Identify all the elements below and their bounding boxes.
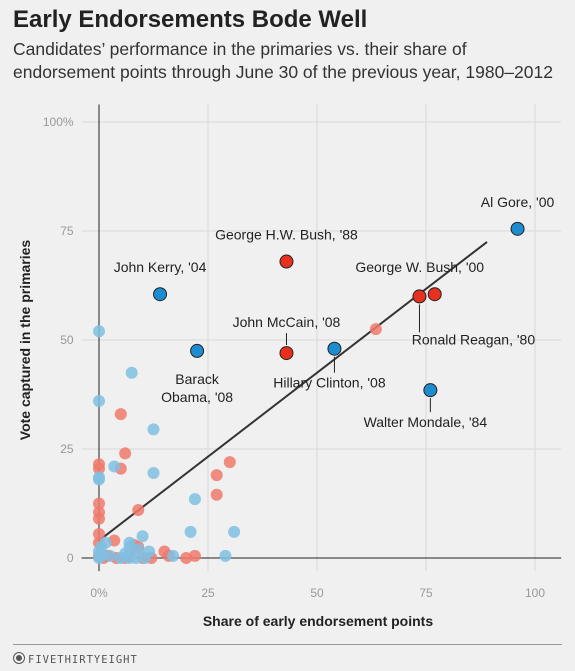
democrat-point — [219, 550, 231, 562]
highlighted-point — [191, 344, 204, 357]
y-tick-label: 50 — [60, 333, 74, 347]
highlighted-point — [428, 288, 441, 301]
annotation-label: Barack — [175, 371, 220, 387]
democrat-point — [167, 550, 179, 562]
democrat-point — [104, 550, 116, 562]
y-tick-label: 100% — [43, 115, 74, 129]
x-tick-label: 50 — [310, 586, 324, 600]
democrat-point — [126, 367, 138, 379]
annotation-label: John Kerry, '04 — [114, 259, 207, 275]
democrat-point — [93, 474, 105, 486]
x-tick-label: 100 — [525, 586, 545, 600]
annotation-label: Obama, '08 — [161, 389, 233, 405]
annotation-label: George W. Bush, '00 — [355, 259, 484, 275]
republican-point — [211, 469, 223, 481]
footer-divider — [13, 644, 562, 645]
annotation-label: Walter Mondale, '84 — [364, 414, 488, 430]
republican-point — [180, 552, 192, 564]
tick-labels: 0% 25 50 75 100 0 25 50 75 100% — [43, 115, 545, 600]
y-tick-label: 0 — [67, 551, 74, 565]
democrat-point — [93, 325, 105, 337]
republican-point — [370, 323, 382, 335]
annotation-label: John McCain, '08 — [233, 314, 341, 330]
data-points — [93, 323, 382, 564]
republican-point — [93, 513, 105, 525]
annotation-label: Hillary Clinton, '08 — [273, 375, 386, 391]
republican-point — [119, 447, 131, 459]
y-tick-label: 75 — [60, 224, 74, 238]
annotation-label: George H.W. Bush, '88 — [215, 227, 358, 243]
democrat-point — [93, 552, 105, 564]
democrat-point — [137, 530, 149, 542]
highlighted-point — [328, 342, 341, 355]
republican-point — [115, 408, 127, 420]
annotation-label: Ronald Reagan, '80 — [412, 331, 536, 347]
highlighted-point — [280, 347, 293, 360]
annotations: Al Gore, '00 George H.W. Bush, '88 John Ke… — [114, 194, 555, 430]
highlighted-point — [413, 290, 426, 303]
highlighted-point — [280, 255, 293, 268]
y-tick-label: 25 — [60, 442, 74, 456]
republican-point — [211, 489, 223, 501]
x-tick-label: 75 — [419, 586, 433, 600]
democrat-point — [189, 493, 201, 505]
republican-point — [132, 504, 144, 516]
x-tick-label: 25 — [201, 586, 215, 600]
democrat-point — [148, 467, 160, 479]
republican-point — [224, 456, 236, 468]
highlighted-point — [154, 288, 167, 301]
fivethirtyeight-logo-icon — [13, 652, 25, 664]
x-tick-label: 0% — [90, 586, 108, 600]
y-axis-label: Vote captured in the primaries — [17, 240, 33, 441]
footer-brand: FIVETHIRTYEIGHT — [13, 652, 138, 666]
democrat-point — [93, 395, 105, 407]
democrat-point — [185, 526, 197, 538]
highlighted-point — [511, 222, 524, 235]
x-axis-label: Share of early endorsement points — [203, 613, 433, 629]
democrat-point — [228, 526, 240, 538]
democrat-point — [119, 548, 131, 560]
highlighted-point — [424, 384, 437, 397]
democrat-point — [148, 423, 160, 435]
footer-brand-text: FIVETHIRTYEIGHT — [28, 654, 138, 666]
democrat-point — [108, 460, 120, 472]
democrat-point — [139, 552, 151, 564]
annotation-label: Al Gore, '00 — [481, 194, 555, 210]
